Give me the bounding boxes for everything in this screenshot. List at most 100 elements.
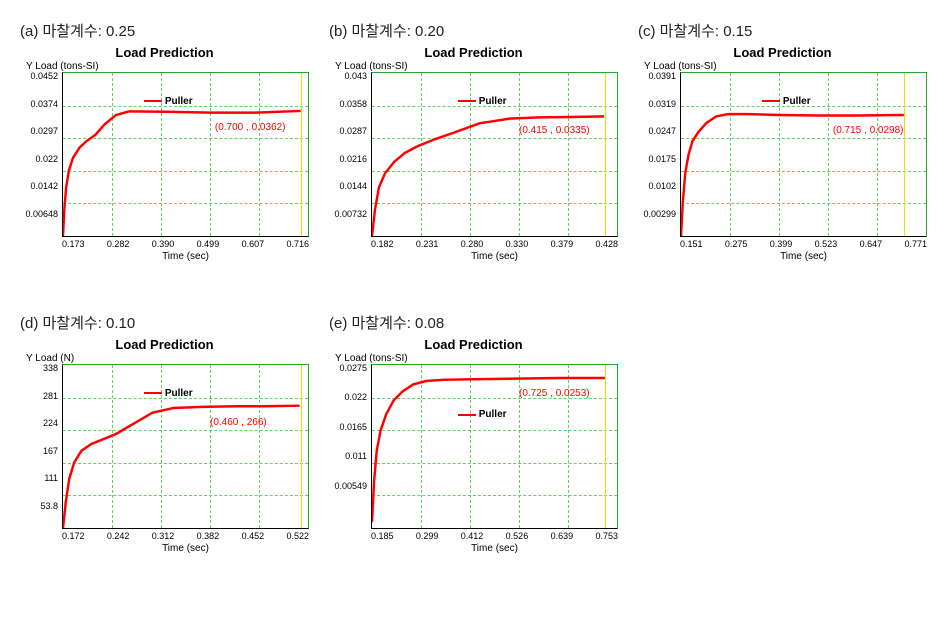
legend-swatch <box>144 100 162 102</box>
legend-label: Puller <box>479 409 507 420</box>
series-puller <box>372 378 605 522</box>
x-tick-label: 0.753 <box>595 531 618 541</box>
x-tick-label: 0.716 <box>286 239 309 249</box>
plot-box: Puller (0.460 , 266) <box>62 364 309 529</box>
y-tick-label: 0.0165 <box>329 423 369 432</box>
x-ticks: 0.1730.2820.3900.4990.6070.716 <box>62 239 309 249</box>
y-tick-label: 281 <box>20 392 60 401</box>
y-ticks: 0.03910.03190.02470.01750.01020.00299 <box>638 72 678 219</box>
plot-area: 0.0430.03580.02870.02160.01440.00732Pull… <box>329 72 618 237</box>
chart-title: Load Prediction <box>20 337 309 352</box>
data-callout: (0.700 , 0.0362) <box>215 122 286 133</box>
chart-title: Load Prediction <box>329 45 618 60</box>
x-tick-label: 0.151 <box>680 239 703 249</box>
plot-box: Puller(0.725 , 0.0253) <box>371 364 618 529</box>
x-tick-label: 0.452 <box>242 531 265 541</box>
y-tick-label: 0.022 <box>329 393 369 402</box>
x-axis-label: Time (sec) <box>62 543 309 554</box>
x-ticks: 0.1820.2310.2800.3300.3790.428 <box>371 239 618 249</box>
data-callout: (0.715 , 0.0298) <box>833 125 904 136</box>
y-axis-label: Y Load (tons-SI) <box>335 62 618 72</box>
y-tick-label: 0.00549 <box>329 482 369 491</box>
x-tick-label: 0.379 <box>551 239 574 249</box>
y-tick-label: 0.0247 <box>638 127 678 136</box>
x-tick-label: 0.412 <box>461 531 484 541</box>
x-tick-label: 0.771 <box>904 239 927 249</box>
legend: Puller <box>762 96 811 107</box>
y-ticks: 0.0430.03580.02870.02160.01440.00732 <box>329 72 369 219</box>
panel-label: (c) 마찰계수: 0.15 <box>638 20 927 41</box>
legend-swatch <box>144 392 162 394</box>
chart-title: Load Prediction <box>329 337 618 352</box>
y-axis-label: Y Load (tons-SI) <box>26 62 309 72</box>
legend-label: Puller <box>165 388 193 399</box>
y-tick-label: 224 <box>20 419 60 428</box>
x-tick-label: 0.526 <box>506 531 529 541</box>
y-tick-label: 0.0275 <box>329 364 369 373</box>
x-tick-label: 0.282 <box>107 239 130 249</box>
plot-area: 0.0452 0.0374 0.0297 0.022 0.0142 0.00648 Pull… <box>20 72 309 237</box>
y-tick-label: 338 <box>20 364 60 373</box>
panel-a: (a) 마찰계수: 0.25Load PredictionY Load (ton… <box>20 20 309 262</box>
panel-label: (d) 마찰계수: 0.10 <box>20 312 309 333</box>
x-ticks: 0.1850.2990.4120.5260.6390.753 <box>371 531 618 541</box>
y-tick-label: 0.00299 <box>638 210 678 219</box>
x-tick-label: 0.639 <box>551 531 574 541</box>
y-axis-label: Y Load (N) <box>26 354 309 364</box>
x-tick-label: 0.172 <box>62 531 85 541</box>
y-ticks: 0.0275 0.022 0.0165 0.011 0.00549 <box>329 364 369 511</box>
y-tick-label: 0.011 <box>329 452 369 461</box>
panel-e: (e) 마찰계수: 0.08Load PredictionY Load (ton… <box>329 312 618 554</box>
y-tick-label: 53.8 <box>20 502 60 511</box>
plot-area: 0.0275 0.022 0.0165 0.011 0.00549Puller(0.72… <box>329 364 618 529</box>
y-tick-label: 0.0102 <box>638 182 678 191</box>
y-ticks: 0.0452 0.0374 0.0297 0.022 0.0142 0.00648 <box>20 72 60 219</box>
y-tick-label: 0.0216 <box>329 155 369 164</box>
y-tick-label: 0.0297 <box>20 127 60 136</box>
panel-grid: (a) 마찰계수: 0.25Load PredictionY Load (ton… <box>20 20 927 554</box>
y-tick-label: 0.0175 <box>638 155 678 164</box>
y-tick-label: 0.022 <box>20 155 60 164</box>
y-axis-label: Y Load (tons-SI) <box>335 354 618 364</box>
y-tick-label: 0.0142 <box>20 182 60 191</box>
legend-swatch <box>458 100 476 102</box>
plot-area: 0.03910.03190.02470.01750.01020.00299Pul… <box>638 72 927 237</box>
y-tick-label: 0.00648 <box>20 210 60 219</box>
y-tick-label: 0.0287 <box>329 127 369 136</box>
x-tick-label: 0.382 <box>197 531 220 541</box>
x-tick-label: 0.173 <box>62 239 85 249</box>
y-tick-label: 0.0452 <box>20 72 60 81</box>
legend-swatch <box>458 414 476 416</box>
y-tick-label: 167 <box>20 447 60 456</box>
y-tick-label: 0.00732 <box>329 210 369 219</box>
y-axis-label: Y Load (tons-SI) <box>644 62 927 72</box>
legend-swatch <box>762 100 780 102</box>
chart-title: Load Prediction <box>20 45 309 60</box>
x-axis-label: Time (sec) <box>371 543 618 554</box>
x-tick-label: 0.330 <box>506 239 529 249</box>
legend: Puller <box>144 388 193 399</box>
x-tick-label: 0.312 <box>152 531 175 541</box>
x-tick-label: 0.523 <box>815 239 838 249</box>
y-tick-label: 0.0374 <box>20 100 60 109</box>
x-axis-label: Time (sec) <box>680 251 927 262</box>
panel-d: (d) 마찰계수: 0.10 Load Prediction Y Load (N)3… <box>20 312 309 554</box>
x-tick-label: 0.390 <box>152 239 175 249</box>
plot-area: 338 281 224 167 111 53.8 Puller (0.460 , 266) <box>20 364 309 529</box>
x-tick-label: 0.275 <box>725 239 748 249</box>
y-ticks: 338 281 224 167 111 53.8 <box>20 364 60 511</box>
y-tick-label: 111 <box>20 474 60 483</box>
y-tick-label: 0.043 <box>329 72 369 81</box>
legend: Puller <box>144 96 193 107</box>
panel-b: (b) 마찰계수: 0.20Load PredictionY Load (ton… <box>329 20 618 262</box>
x-tick-label: 0.299 <box>416 531 439 541</box>
x-ticks: 0.1720.2420.3120.3820.4520.522 <box>62 531 309 541</box>
data-callout: (0.460 , 266) <box>210 417 267 428</box>
x-tick-label: 0.242 <box>107 531 130 541</box>
legend: Puller <box>458 96 507 107</box>
x-tick-label: 0.647 <box>860 239 883 249</box>
legend-label: Puller <box>479 96 507 107</box>
x-tick-label: 0.607 <box>242 239 265 249</box>
legend: Puller <box>458 409 507 420</box>
x-tick-label: 0.182 <box>371 239 394 249</box>
